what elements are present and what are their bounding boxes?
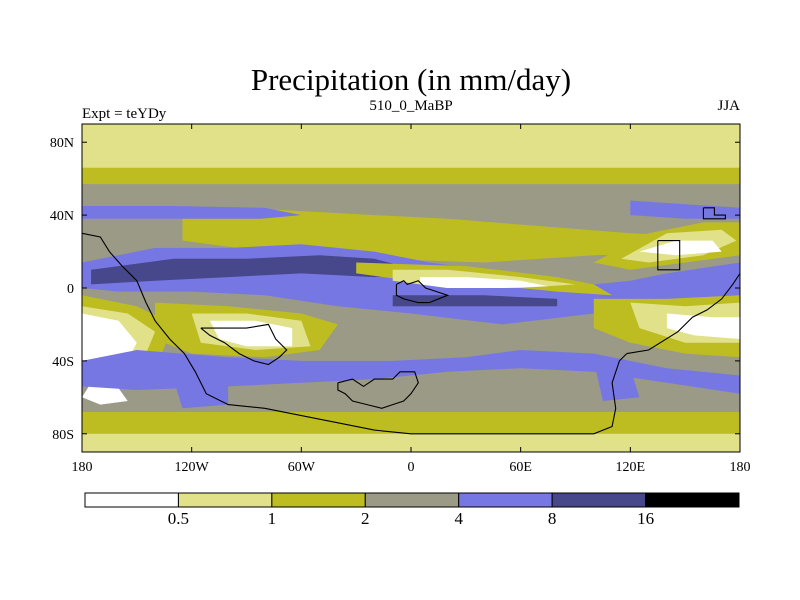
gondwana-west bbox=[82, 232, 628, 435]
colorbar-swatch bbox=[84, 492, 179, 508]
x-axis: 180 120W 60W 0 60E 120E 180 bbox=[72, 124, 751, 475]
zonal-band bbox=[82, 430, 740, 452]
south-subtropical-dry-east-core bbox=[666, 313, 740, 339]
x-tick-label: 120E bbox=[616, 460, 646, 475]
colorbar-label: 2 bbox=[361, 509, 370, 528]
season-label: JJA bbox=[717, 98, 740, 114]
central-africa-piece bbox=[395, 280, 450, 304]
north-midlatitude-wet-band-east bbox=[630, 200, 740, 219]
north-east-block bbox=[657, 240, 681, 271]
south-subtropical-dry-central-core bbox=[209, 320, 293, 347]
colorbar: 0.5 1 2 4 8 16 bbox=[84, 492, 740, 528]
colorbar-label: 8 bbox=[548, 509, 557, 528]
precipitation-field bbox=[82, 124, 740, 452]
south-subtropical-dry-west-core bbox=[82, 313, 137, 365]
north-pacific-tongue-dry bbox=[420, 277, 549, 288]
equatorial-core bbox=[91, 255, 430, 285]
x-tick-label: 120W bbox=[175, 460, 210, 475]
land-outlines bbox=[82, 207, 740, 435]
north-midlatitude-wet-band bbox=[82, 206, 302, 219]
colorbar-swatch bbox=[271, 492, 366, 508]
x-tick-label: 180 bbox=[72, 460, 93, 475]
colorbar-swatch bbox=[364, 492, 460, 508]
y-tick-label: 80N bbox=[50, 136, 74, 151]
x-tick-label: 60W bbox=[288, 460, 316, 475]
y-axis: 80N 40N 0 40S 80S bbox=[50, 136, 740, 443]
y-tick-label: 40S bbox=[52, 355, 74, 370]
y-tick-label: 0 bbox=[67, 282, 74, 297]
northeast-dry-arc-core bbox=[639, 240, 722, 256]
zonal-band bbox=[82, 124, 740, 176]
southern-wet-band-east bbox=[593, 360, 640, 401]
y-tick-label: 40N bbox=[50, 209, 74, 224]
southern-wet-band-west bbox=[173, 379, 229, 409]
zonal-band bbox=[82, 411, 740, 434]
south-island bbox=[200, 323, 288, 366]
colorbar-label: 16 bbox=[637, 509, 654, 528]
far-north-east-piece bbox=[702, 207, 726, 220]
southern-continental-piece bbox=[337, 371, 419, 409]
experiment-label: Expt = teYDy bbox=[82, 106, 167, 122]
zonal-band bbox=[82, 167, 740, 185]
chart-title: Precipitation (in mm/day) bbox=[251, 62, 571, 97]
y-tick-label: 80S bbox=[52, 428, 74, 443]
x-tick-label: 60E bbox=[509, 460, 532, 475]
period-label: 510_0_MaBP bbox=[369, 98, 452, 114]
colorbar-swatch bbox=[645, 492, 740, 508]
colorbar-label: 0.5 bbox=[168, 509, 189, 528]
colorbar-label: 4 bbox=[454, 509, 463, 528]
equatorial-core-east bbox=[392, 295, 558, 307]
x-tick-label: 0 bbox=[408, 460, 415, 475]
x-tick-label: 180 bbox=[730, 460, 751, 475]
colorbar-swatch bbox=[177, 492, 273, 508]
colorbar-swatch bbox=[458, 492, 553, 508]
colorbar-swatch bbox=[551, 492, 647, 508]
colorbar-label: 1 bbox=[268, 509, 277, 528]
gondwana-east bbox=[626, 273, 740, 355]
